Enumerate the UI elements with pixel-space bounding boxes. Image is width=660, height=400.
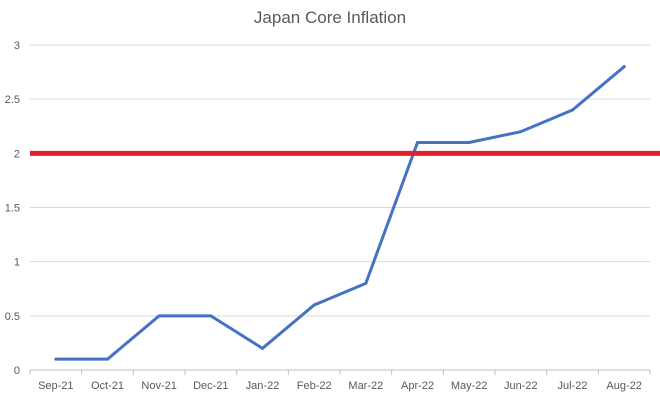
y-tick-label: 0.5 bbox=[5, 311, 20, 323]
y-tick-label: 0 bbox=[14, 365, 20, 377]
y-tick-label: 2.5 bbox=[5, 94, 20, 106]
y-tick-label: 1 bbox=[14, 257, 20, 269]
x-tick-label: Apr-22 bbox=[401, 380, 434, 392]
x-tick-label: Feb-22 bbox=[297, 380, 332, 392]
data-point bbox=[157, 314, 161, 318]
chart-title: Japan Core Inflation bbox=[253, 8, 407, 27]
x-tick-label: Aug-22 bbox=[606, 380, 641, 392]
data-point bbox=[571, 108, 574, 112]
data-point bbox=[519, 130, 523, 134]
x-tick-label: Mar-22 bbox=[348, 380, 383, 392]
y-tick-label: 1.5 bbox=[5, 203, 20, 215]
data-point bbox=[312, 303, 316, 307]
gridlines bbox=[30, 44, 650, 371]
data-point bbox=[54, 357, 58, 361]
x-tick-label: Dec-21 bbox=[193, 380, 228, 392]
data-point bbox=[467, 141, 471, 144]
y-axis-ticks: 0 0.5 1 1.5 2 2.5 3 bbox=[5, 40, 20, 377]
y-tick-label: 2 bbox=[14, 148, 20, 160]
x-tick-label: Sep-21 bbox=[38, 380, 73, 392]
x-tick-label: May-22 bbox=[451, 380, 488, 392]
x-tick-label: Jan-22 bbox=[246, 380, 280, 392]
data-point bbox=[622, 65, 626, 69]
data-point bbox=[416, 141, 419, 144]
data-point bbox=[364, 281, 368, 285]
series-layer bbox=[54, 65, 626, 361]
y-tick-label: 3 bbox=[14, 40, 20, 52]
x-tick-label: Jul-22 bbox=[558, 380, 588, 392]
data-point bbox=[106, 357, 109, 361]
x-tick-label: Nov-21 bbox=[141, 380, 176, 392]
x-axis-ticks: Sep-21 Oct-21 Nov-21 Dec-21 Jan-22 Feb-22 Mar-… bbox=[29, 370, 651, 392]
data-point bbox=[209, 314, 213, 318]
data-point bbox=[261, 346, 264, 350]
x-tick-label: Jun-22 bbox=[504, 380, 538, 392]
x-tick-label: Oct-21 bbox=[91, 380, 124, 392]
series-line bbox=[54, 65, 626, 361]
